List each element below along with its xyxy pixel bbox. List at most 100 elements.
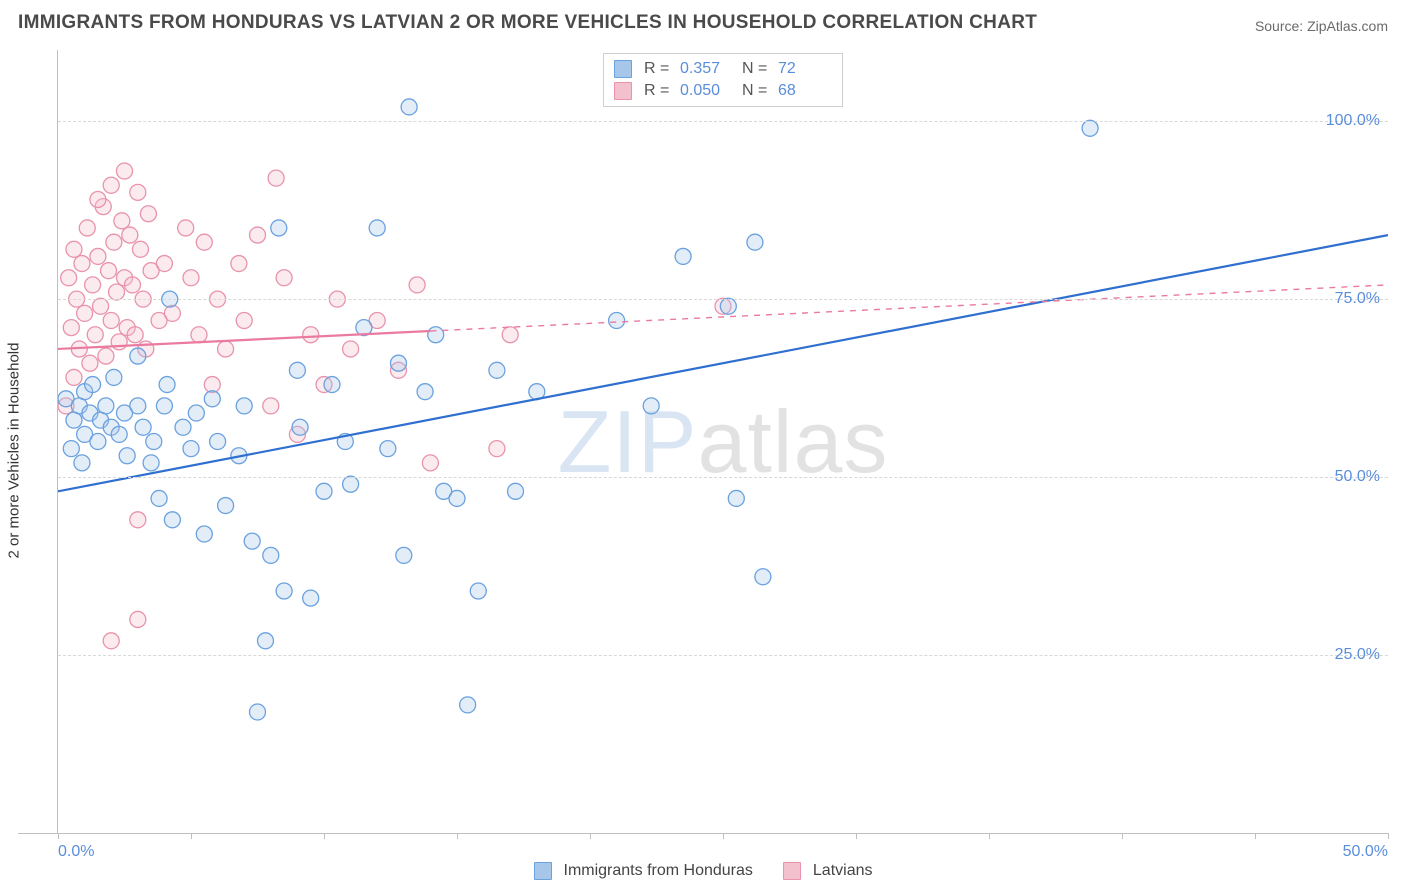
data-point [85, 277, 101, 293]
data-point [61, 270, 77, 286]
data-point [268, 170, 284, 186]
data-point [98, 348, 114, 364]
swatch-latvians-icon [783, 862, 801, 880]
data-point [204, 391, 220, 407]
gridline [58, 477, 1388, 478]
x-tick [989, 833, 990, 839]
data-point [396, 547, 412, 563]
data-point [140, 206, 156, 222]
data-point [77, 305, 93, 321]
x-tick [723, 833, 724, 839]
data-point [79, 220, 95, 236]
data-point [132, 241, 148, 257]
y-axis-label: 2 or more Vehicles in Household [5, 342, 22, 558]
data-point [178, 220, 194, 236]
data-point [74, 256, 90, 272]
data-point [470, 583, 486, 599]
data-point [250, 704, 266, 720]
data-point [428, 327, 444, 343]
data-point [196, 234, 212, 250]
data-point [103, 633, 119, 649]
source-link[interactable]: ZipAtlas.com [1307, 18, 1388, 34]
data-point [156, 398, 172, 414]
data-point [609, 312, 625, 328]
source-attribution: Source: ZipAtlas.com [1255, 18, 1388, 34]
data-point [489, 362, 505, 378]
chart-header: IMMIGRANTS FROM HONDURAS VS LATVIAN 2 OR… [0, 0, 1406, 40]
data-point [1082, 120, 1098, 136]
swatch-honduras-icon [614, 60, 632, 78]
data-point [263, 398, 279, 414]
data-point [369, 220, 385, 236]
legend-label-latvians: Latvians [813, 862, 873, 880]
data-point [135, 419, 151, 435]
data-point [303, 590, 319, 606]
data-point [250, 227, 266, 243]
data-point [66, 369, 82, 385]
scatter-svg [58, 50, 1388, 833]
data-point [236, 312, 252, 328]
data-point [109, 284, 125, 300]
data-point [183, 441, 199, 457]
trendline-honduras [58, 235, 1388, 491]
gridline [58, 299, 1388, 300]
data-point [675, 248, 691, 264]
data-point [98, 398, 114, 414]
data-point [93, 298, 109, 314]
data-point [343, 341, 359, 357]
data-point [90, 434, 106, 450]
n-value-honduras: 72 [778, 58, 832, 80]
data-point [380, 441, 396, 457]
data-point [244, 533, 260, 549]
data-point [106, 369, 122, 385]
chart-area: 2 or more Vehicles in Household R = 0.35… [18, 50, 1388, 834]
trendline-latvians-dashed [430, 285, 1388, 331]
x-tick [191, 833, 192, 839]
data-point [143, 455, 159, 471]
data-point [276, 583, 292, 599]
n-label: N = [742, 80, 770, 102]
data-point [175, 419, 191, 435]
data-point [130, 611, 146, 627]
data-point [324, 377, 340, 393]
y-tick-label: 75.0% [1335, 290, 1380, 308]
r-label: R = [644, 58, 672, 80]
data-point [87, 327, 103, 343]
data-point [257, 633, 273, 649]
data-point [74, 455, 90, 471]
data-point [218, 341, 234, 357]
x-tick [58, 833, 59, 839]
data-point [63, 320, 79, 336]
data-point [210, 434, 226, 450]
legend-row-honduras: R = 0.357 N = 72 [614, 58, 832, 80]
r-value-honduras: 0.357 [680, 58, 734, 80]
data-point [191, 327, 207, 343]
data-point [127, 327, 143, 343]
data-point [164, 305, 180, 321]
data-point [316, 483, 332, 499]
data-point [489, 441, 505, 457]
data-point [103, 177, 119, 193]
data-point [111, 426, 127, 442]
data-point [289, 362, 305, 378]
data-point [728, 490, 744, 506]
correlation-legend: R = 0.357 N = 72 R = 0.050 N = 68 [603, 53, 843, 107]
data-point [151, 490, 167, 506]
data-point [271, 220, 287, 236]
data-point [130, 348, 146, 364]
data-point [390, 355, 406, 371]
data-point [231, 256, 247, 272]
data-point [85, 377, 101, 393]
data-point [409, 277, 425, 293]
data-point [159, 377, 175, 393]
swatch-honduras-icon [534, 862, 552, 880]
gridline [58, 121, 1388, 122]
x-tick [1388, 833, 1389, 839]
data-point [449, 490, 465, 506]
n-label: N = [742, 58, 770, 80]
series-legend: Immigrants from Honduras Latvians [0, 862, 1406, 880]
x-tick-label: 0.0% [58, 843, 94, 861]
data-point [130, 512, 146, 528]
data-point [90, 248, 106, 264]
data-point [292, 419, 308, 435]
